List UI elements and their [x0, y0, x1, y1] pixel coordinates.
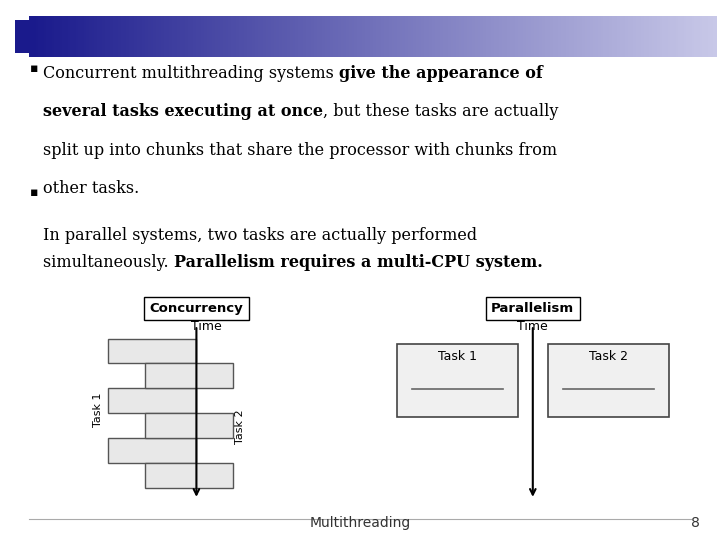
Bar	[145, 463, 233, 488]
Text: 8: 8	[691, 516, 700, 530]
Text: Task 2: Task 2	[235, 409, 246, 444]
Text: ▪: ▪	[30, 62, 39, 75]
Bar	[108, 388, 197, 413]
Text: Task 1: Task 1	[438, 350, 477, 363]
Text: Time: Time	[518, 320, 548, 333]
Text: Parallelism requires a multi-CPU system.: Parallelism requires a multi-CPU system.	[174, 254, 543, 271]
Text: In parallel systems, two tasks are actually performed: In parallel systems, two tasks are actua…	[43, 227, 477, 244]
Text: , but these tasks are actually: , but these tasks are actually	[323, 103, 559, 120]
Text: other tasks.: other tasks.	[43, 180, 140, 198]
Text: split up into chunks that share the processor with chunks from: split up into chunks that share the proc…	[43, 142, 557, 159]
Text: Parallelism: Parallelism	[491, 302, 575, 315]
Bar	[145, 363, 233, 388]
Bar	[15, 20, 32, 52]
Text: simultaneously.: simultaneously.	[43, 254, 174, 271]
Text: Task 2: Task 2	[589, 350, 628, 363]
Bar	[548, 343, 669, 417]
Text: several tasks executing at once: several tasks executing at once	[43, 103, 323, 120]
Bar	[145, 413, 233, 438]
Text: give the appearance of: give the appearance of	[339, 65, 543, 82]
Text: ▪: ▪	[30, 186, 39, 199]
Text: Concurrent multithreading systems: Concurrent multithreading systems	[43, 65, 339, 82]
Text: Concurrency: Concurrency	[150, 302, 243, 315]
Text: Task 1: Task 1	[93, 393, 103, 427]
Text: Concurrency and Parallelism: Concurrency and Parallelism	[54, 25, 412, 45]
Bar	[397, 343, 518, 417]
Text: Multithreading: Multithreading	[310, 516, 410, 530]
Bar	[108, 438, 197, 463]
Bar	[108, 339, 197, 363]
Text: Time: Time	[192, 320, 222, 333]
